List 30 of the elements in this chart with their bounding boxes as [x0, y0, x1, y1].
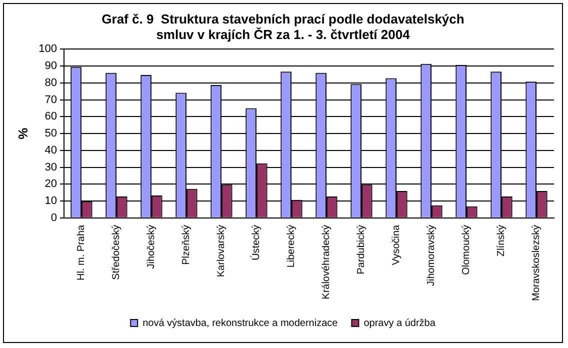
x-tick-label: Zlínský — [496, 224, 508, 257]
y-tick-label: 50 — [44, 128, 57, 140]
legend-label: nová výstavba, rekonstrukce a modernizace — [142, 318, 338, 329]
x-tick-label: Olomoucký — [461, 224, 472, 275]
legend-label: opravy a údržba — [364, 318, 436, 329]
x-tick-label: Středočeský — [111, 224, 122, 280]
y-tick-label: 70 — [44, 94, 57, 106]
x-tick-label: Jihomoravský — [426, 224, 438, 286]
x-tick-label: Královéhradecký — [321, 224, 332, 300]
y-tick-label: 20 — [44, 178, 57, 190]
y-tick-label: 60 — [44, 110, 57, 123]
y-tick-label: 100 — [38, 43, 57, 56]
x-tick-label: Plzeňský — [181, 224, 192, 265]
y-tick-label: 10 — [44, 195, 57, 208]
text: smluv v krajích ČR za 1. - 3. čtvrtletí 2004 — [156, 26, 410, 42]
x-tick-label: Ústecký — [250, 224, 262, 260]
y-axis-title: % — [15, 127, 30, 140]
x-tick-label: Vysočina — [391, 224, 402, 266]
x-tick-label: Pardubický — [356, 224, 368, 274]
y-tick-label: 0 — [50, 212, 57, 224]
y-tick-label: 90 — [44, 60, 57, 72]
x-tick-label: Liberecký — [286, 224, 298, 268]
y-tick-label: 40 — [44, 144, 57, 156]
y-tick-label: 80 — [44, 76, 57, 89]
x-tick-label: Karlovarský — [216, 224, 228, 278]
x-tick-label: Jihočeský — [146, 224, 158, 269]
y-tick-label: 30 — [44, 161, 57, 174]
x-tick-label: Moravskoslezský — [531, 224, 542, 302]
x-tick-label: Hl. m. Praha — [76, 224, 88, 280]
text: Graf č. 9 Struktura stavebních prací podle dodavatelských — [102, 11, 464, 26]
